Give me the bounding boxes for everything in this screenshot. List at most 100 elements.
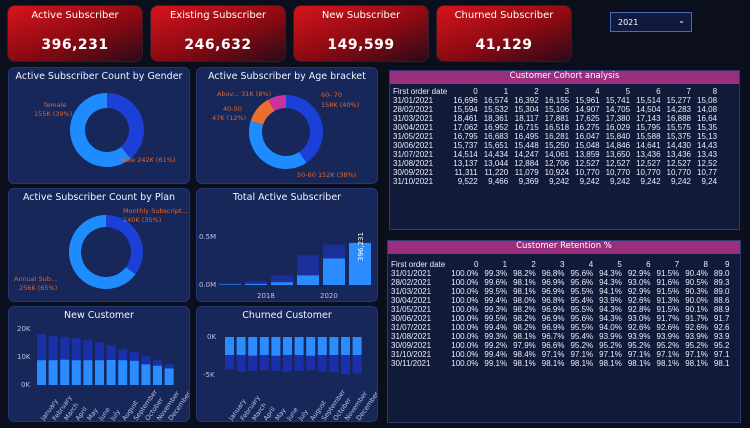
table-cell: 98.1% xyxy=(599,359,622,368)
bar-july-s1[interactable] xyxy=(294,337,304,355)
table-row: 28/02/2021 100.0% 99.6% 98.1% 96.9% 95.6% 94.3… xyxy=(388,278,732,287)
total-bar-front-2016[interactable] xyxy=(219,284,241,285)
donut-slice-female[interactable] xyxy=(107,93,144,159)
table-cell: 31/07/2021 xyxy=(393,150,434,159)
column-header[interactable]: 6 xyxy=(656,87,661,96)
column-header[interactable]: 8 xyxy=(712,87,718,96)
column-header[interactable]: 5 xyxy=(625,87,631,96)
new-ytick-20k: 20K xyxy=(17,325,31,333)
column-header[interactable]: 3 xyxy=(564,87,570,96)
donut-slice-abov-[interactable] xyxy=(268,95,286,111)
bar-june-s1[interactable] xyxy=(283,337,292,355)
bar-september-s1[interactable] xyxy=(129,360,139,385)
table-cell: 14,846 xyxy=(605,141,631,150)
bar-december-s1[interactable] xyxy=(164,368,174,386)
table-cell: 9,242 xyxy=(579,177,600,186)
cohort-table-panel: Customer Cohort analysis First order dat… xyxy=(389,70,740,230)
table-cell: 16,281 xyxy=(544,132,570,141)
bar-december-s1[interactable] xyxy=(352,337,362,355)
bar-march-s1[interactable] xyxy=(248,337,258,356)
table-cell: 93.9% xyxy=(685,332,708,341)
bar-october-s1[interactable] xyxy=(329,337,339,355)
bar-january-s0[interactable] xyxy=(37,334,46,385)
bar-july-s1[interactable] xyxy=(106,359,116,385)
donut-slice-monthly-subscript-[interactable] xyxy=(106,215,143,275)
gender-slices xyxy=(70,93,144,167)
bar-september-s1[interactable] xyxy=(317,337,327,355)
column-header[interactable]: 1 xyxy=(503,87,509,96)
bar-april-s1[interactable] xyxy=(259,337,269,355)
table-cell: 31/10/2021 xyxy=(391,350,432,359)
bar-march-s1[interactable] xyxy=(60,359,70,385)
column-header[interactable]: 4 xyxy=(588,260,594,269)
donut-slice-40-50[interactable] xyxy=(250,99,275,125)
column-header[interactable]: 8 xyxy=(703,260,708,269)
column-header[interactable]: 2 xyxy=(531,260,536,269)
bar-february-s1[interactable] xyxy=(48,360,58,385)
column-header[interactable]: 7 xyxy=(686,87,691,96)
year-dropdown[interactable]: 2021 ⌄ xyxy=(610,12,692,32)
donut-slice-annual-sub-[interactable] xyxy=(69,215,136,289)
bar-april-s1[interactable] xyxy=(71,360,81,385)
table-cell: 17,062 xyxy=(453,123,478,132)
year-dropdown-value: 2021 xyxy=(618,18,639,27)
bar-february-s1[interactable] xyxy=(236,337,246,355)
donut-slice-60-70[interactable] xyxy=(286,95,323,163)
bar-november-s1[interactable] xyxy=(341,337,350,355)
table-cell: 15,737 xyxy=(453,141,478,150)
bar-january-s1[interactable] xyxy=(225,337,234,355)
column-header[interactable]: 2 xyxy=(534,87,539,96)
donut-slice-male[interactable] xyxy=(70,93,131,167)
column-header[interactable]: 5 xyxy=(617,260,622,269)
total-bar-back-2018[interactable] xyxy=(271,275,293,285)
gender-panel: Active Subscriber Count by Gender female… xyxy=(8,67,190,184)
column-header[interactable]: First order date xyxy=(391,260,446,269)
table-cell: 15,795 xyxy=(636,123,661,132)
table-cell: 99.3% xyxy=(484,305,508,314)
bar-october-s1[interactable] xyxy=(141,364,151,385)
bar-january-s1[interactable] xyxy=(37,360,46,385)
table-cell: 13,650 xyxy=(605,150,631,159)
column-header[interactable]: 9 xyxy=(725,260,730,269)
donut-slice-50-60[interactable] xyxy=(249,120,307,169)
column-header[interactable]: 3 xyxy=(560,260,565,269)
bar-may-s1[interactable] xyxy=(271,337,281,356)
table-cell: 98.1% xyxy=(513,332,536,341)
table-cell: 14,061 xyxy=(544,150,570,159)
column-header[interactable]: 4 xyxy=(595,87,600,96)
table-cell: 15,594 xyxy=(453,105,478,114)
churned-customer-bar-chart: 0K -5K JanuaryFebruaryMarchAprilMayJuneJ… xyxy=(203,333,381,423)
total-bar-front-2017[interactable] xyxy=(245,283,267,285)
bar-november-s0[interactable] xyxy=(341,337,350,375)
table-cell: 99.4% xyxy=(484,350,508,359)
column-header[interactable]: 7 xyxy=(674,260,680,269)
column-header[interactable]: 0 xyxy=(473,260,479,269)
table-cell: 92.6% xyxy=(656,323,680,332)
table-cell: 96.6% xyxy=(541,341,565,350)
bar-june-s1[interactable] xyxy=(95,360,104,385)
churned-customer-panel: Churned Customer 0K -5K January February M… xyxy=(196,306,381,423)
bar-december-s0[interactable] xyxy=(352,337,362,374)
total-bar-front-2021[interactable] xyxy=(349,242,371,285)
column-header[interactable]: 0 xyxy=(473,87,478,96)
table-cell: 16,275 xyxy=(575,123,600,132)
table-cell: 95.4% xyxy=(570,332,594,341)
bar-august-s1[interactable] xyxy=(306,337,316,356)
table-cell: 98.1% xyxy=(513,359,536,368)
bar-august-s1[interactable] xyxy=(118,360,128,385)
column-header[interactable]: 1 xyxy=(502,260,508,269)
total-bar-front-2018[interactable] xyxy=(271,282,293,285)
table-cell: 97.1% xyxy=(685,350,708,359)
chevron-down-icon: ⌄ xyxy=(678,16,685,25)
total-bar-front-2019[interactable] xyxy=(297,275,319,285)
table-cell: 91.7 xyxy=(713,314,730,323)
bar-may-s1[interactable] xyxy=(83,360,93,385)
column-header[interactable]: 6 xyxy=(646,260,651,269)
column-header[interactable]: First order date xyxy=(393,87,448,96)
bar-november-s1[interactable] xyxy=(153,365,162,385)
table-cell: 16,029 xyxy=(605,123,631,132)
total-bar-front-2020[interactable] xyxy=(323,258,345,285)
table-cell: 97.1% xyxy=(627,350,651,359)
total-bar-back-2016[interactable] xyxy=(219,283,241,285)
total-bar-back-2017[interactable] xyxy=(245,281,267,285)
